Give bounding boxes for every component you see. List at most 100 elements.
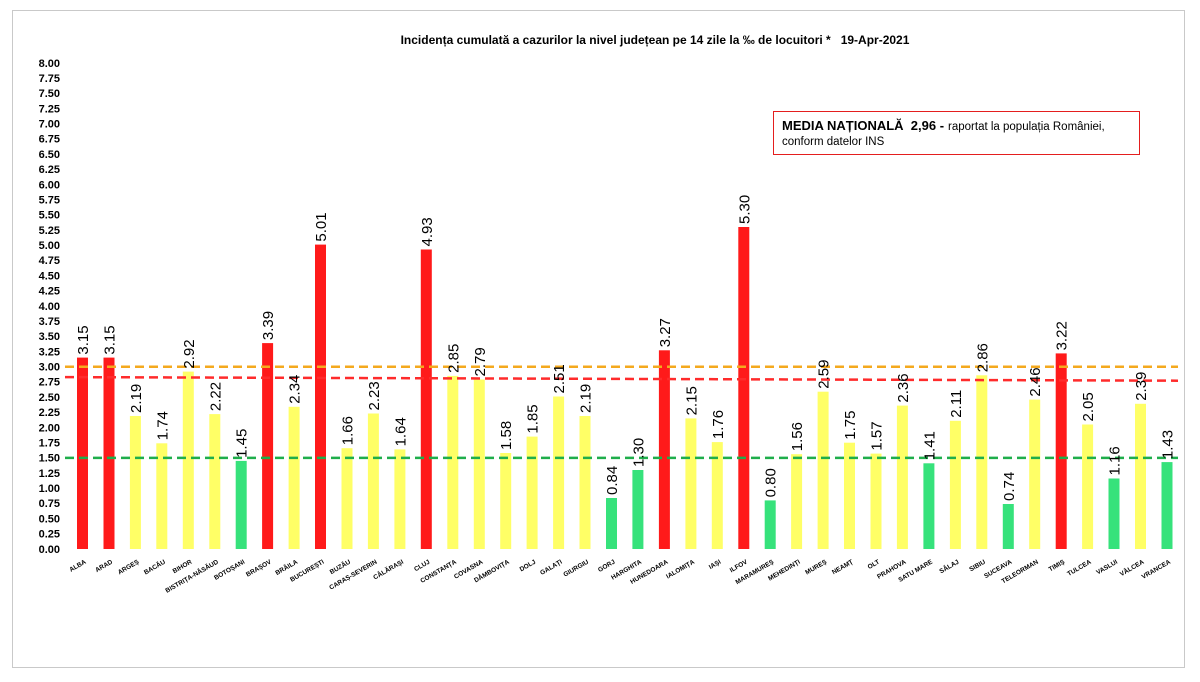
category-label-bacau: BACĂU <box>142 557 167 577</box>
y-tick-label: 5.75 <box>39 195 60 207</box>
y-tick-label: 1.50 <box>39 453 60 465</box>
y-tick-label: 2.75 <box>39 377 60 389</box>
y-tick-label: 4.50 <box>39 270 60 282</box>
y-tick-label: 1.00 <box>39 483 60 495</box>
category-label-neamt: NEAMȚ <box>831 559 855 577</box>
bar-alba <box>77 357 88 549</box>
bar-olt <box>870 453 882 549</box>
national-average-box: MEDIA NAȚIONALĂ 2,96 - raportat la popula… <box>773 111 1140 155</box>
y-tick-label: 4.25 <box>39 286 60 298</box>
reference-lines <box>64 365 1179 460</box>
bar-harghita <box>632 470 644 549</box>
bar-neamt <box>844 442 855 549</box>
y-tick-label: 7.00 <box>39 119 60 131</box>
category-label-iasi: IAȘI <box>708 559 723 571</box>
category-label-giurgiu: GIURGIU <box>562 559 590 579</box>
category-label-gorj: GORJ <box>597 558 617 573</box>
data-label-mehedinti: 1.56 <box>789 422 806 451</box>
bar-buzau <box>341 448 353 549</box>
data-label-buzau: 1.66 <box>340 416 357 445</box>
data-label-vaslui: 1.16 <box>1107 446 1124 475</box>
data-label-harghita: 1.30 <box>630 438 647 467</box>
national-average-source: conform datelor INS <box>782 136 885 148</box>
category-label-olt: OLT <box>867 559 881 571</box>
y-tick-label: 6.25 <box>39 164 60 176</box>
data-label-sibiu: 2.86 <box>974 343 991 372</box>
y-tick-label: 5.00 <box>39 240 60 252</box>
data-label-calarasi: 1.64 <box>392 417 409 446</box>
bar-iasi <box>711 442 723 549</box>
y-tick-label: 3.25 <box>39 346 60 358</box>
data-label-suceava: 0.74 <box>1001 472 1018 501</box>
data-label-mures: 2.59 <box>816 359 833 388</box>
bar-braila <box>288 406 300 549</box>
bar-brasov <box>262 343 274 549</box>
y-tick-label: 2.25 <box>39 407 60 419</box>
national-average-line-1: MEDIA NAȚIONALĂ 2,96 - raportat la popula… <box>782 117 1139 134</box>
bar-maramures <box>764 500 776 549</box>
bar-vaslui <box>1108 478 1120 549</box>
data-label-ilfov: 5.30 <box>736 195 753 224</box>
category-label-galati: GALAȚI <box>539 559 564 577</box>
y-tick-label: 6.75 <box>39 134 60 146</box>
category-label-calarasi: CĂLĂRAȘI <box>371 557 405 582</box>
category-label-arges: ARGEȘ <box>117 558 141 576</box>
y-axis: 0.00 0.25 0.50 0.75 1.00 1.25 1.50 1.75 2.00 2.25… <box>39 58 60 556</box>
bar-covasna <box>473 379 485 549</box>
bar-dolj <box>526 436 538 549</box>
bar-ialomita <box>685 418 697 549</box>
category-label-salaj: SĂLAJ <box>937 557 960 576</box>
data-label-constanta: 2.85 <box>445 344 462 373</box>
bar-salaj <box>949 420 961 549</box>
y-tick-label: 5.25 <box>39 225 60 237</box>
data-label-giurgiu: 2.19 <box>578 384 595 413</box>
bar-arges <box>129 416 141 549</box>
category-label-dolj: DOLJ <box>519 558 538 573</box>
data-label-brasov: 3.39 <box>260 311 277 340</box>
bar-bacau <box>156 443 168 549</box>
data-label-ialomita: 2.15 <box>683 386 700 415</box>
category-label-tulcea: TULCEA <box>1066 559 1093 578</box>
data-label-cluj: 4.93 <box>419 217 436 246</box>
y-tick-label: 3.00 <box>39 362 60 374</box>
data-label-caras-severin: 2.23 <box>366 381 383 410</box>
y-tick-label: 2.50 <box>39 392 60 404</box>
bar-mehedinti <box>791 454 803 549</box>
reference-line-2 <box>64 375 1179 382</box>
data-label-tulcea: 2.05 <box>1080 392 1097 421</box>
y-tick-label: 0.25 <box>39 529 60 541</box>
y-tick-label: 4.00 <box>39 301 60 313</box>
bar-ilfov <box>738 227 750 549</box>
data-label-dolj: 1.85 <box>525 404 542 433</box>
y-tick-label: 6.00 <box>39 179 60 191</box>
bar-valcea <box>1135 403 1146 549</box>
y-tick-label: 2.00 <box>39 422 60 434</box>
bar-teleorman <box>1029 399 1041 549</box>
bar-bucuresti <box>315 244 326 549</box>
bar-giurgiu <box>579 416 591 549</box>
category-label-cluj: CLUJ <box>413 558 432 573</box>
bar-mures <box>817 391 829 549</box>
bar-prahova <box>896 405 908 549</box>
data-label-galati: 2.51 <box>551 364 568 393</box>
y-tick-label: 0.75 <box>39 498 60 510</box>
category-label-ialomita: IALOMIȚA <box>665 559 696 581</box>
data-label-salaj: 2.11 <box>948 390 965 418</box>
y-tick-label: 7.25 <box>39 103 60 115</box>
data-label-botosani: 1.45 <box>234 429 251 458</box>
y-tick-label: 1.25 <box>39 468 60 480</box>
category-label-ilfov: ILFOV <box>729 558 750 574</box>
data-label-dambovita: 1.58 <box>498 421 515 450</box>
data-label-covasna: 2.79 <box>472 347 489 376</box>
data-label-teleorman: 2.46 <box>1027 367 1044 396</box>
data-label-bucuresti: 5.01 <box>313 212 330 241</box>
y-tick-label: 7.50 <box>39 88 60 100</box>
bar-galati <box>553 396 565 549</box>
bar-bistrita-nasaud <box>209 414 221 549</box>
bars <box>77 227 1173 549</box>
y-tick-label: 4.75 <box>39 255 60 267</box>
bar-suceava <box>1002 504 1014 549</box>
data-label-arad: 3.15 <box>102 325 119 354</box>
category-label-sibiu: SIBIU <box>968 559 987 574</box>
